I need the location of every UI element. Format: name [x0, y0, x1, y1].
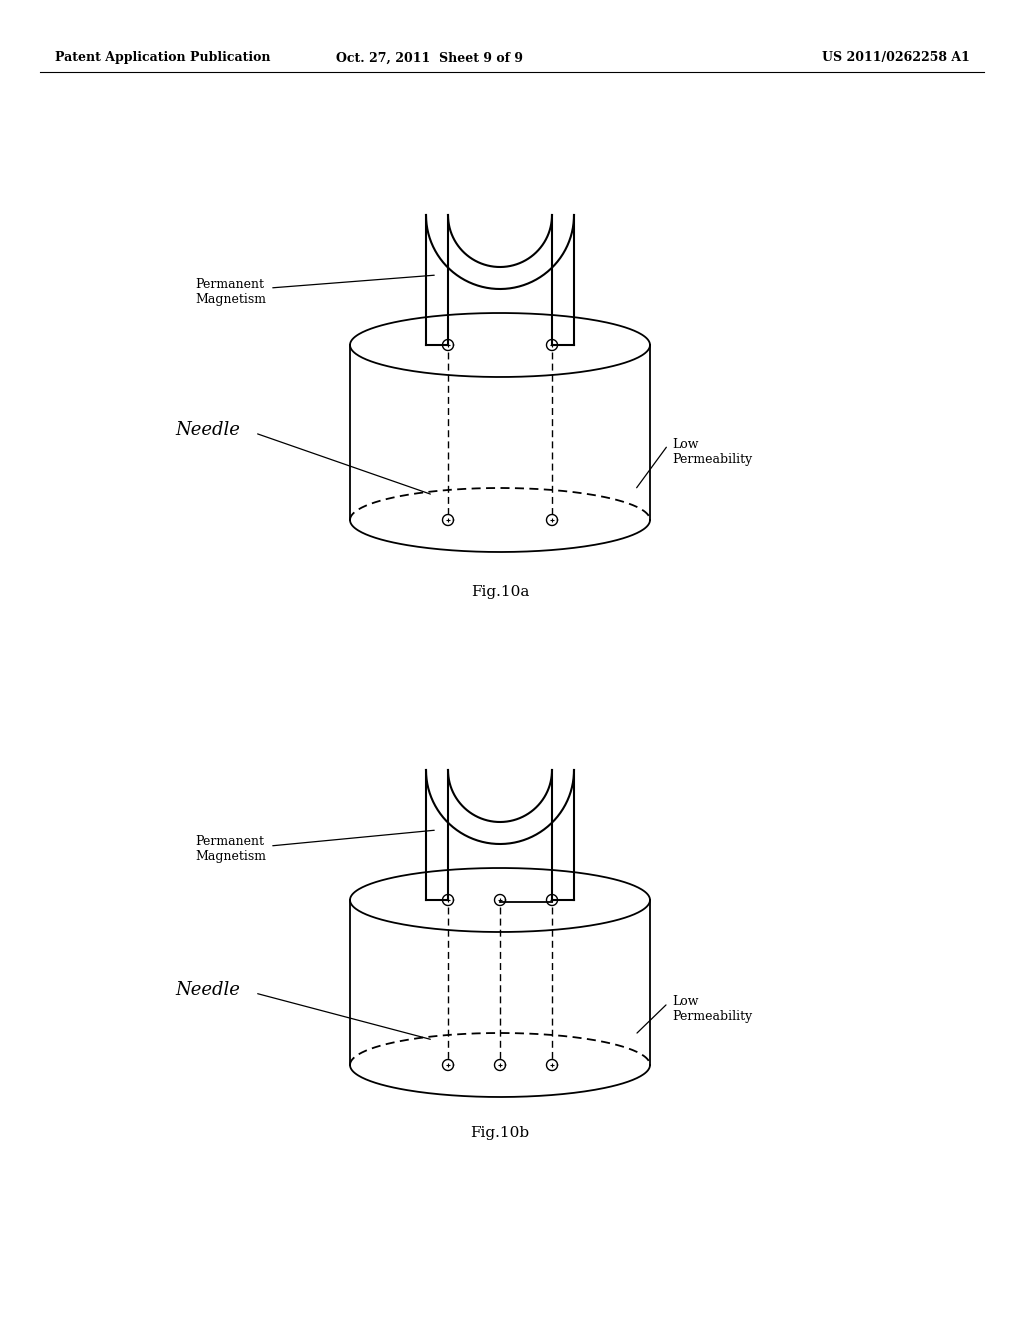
Text: Oct. 27, 2011  Sheet 9 of 9: Oct. 27, 2011 Sheet 9 of 9: [337, 51, 523, 65]
Text: Low
Permeability: Low Permeability: [672, 995, 753, 1023]
Text: Needle: Needle: [175, 421, 240, 440]
Text: Permanent
Magnetism: Permanent Magnetism: [195, 836, 266, 863]
Text: US 2011/0262258 A1: US 2011/0262258 A1: [822, 51, 970, 65]
Text: Needle: Needle: [175, 981, 240, 999]
Text: Fig.10b: Fig.10b: [470, 1126, 529, 1140]
Text: Patent Application Publication: Patent Application Publication: [55, 51, 270, 65]
Text: Permanent
Magnetism: Permanent Magnetism: [195, 279, 266, 306]
Text: Low
Permeability: Low Permeability: [672, 438, 753, 466]
Text: Fig.10a: Fig.10a: [471, 585, 529, 599]
